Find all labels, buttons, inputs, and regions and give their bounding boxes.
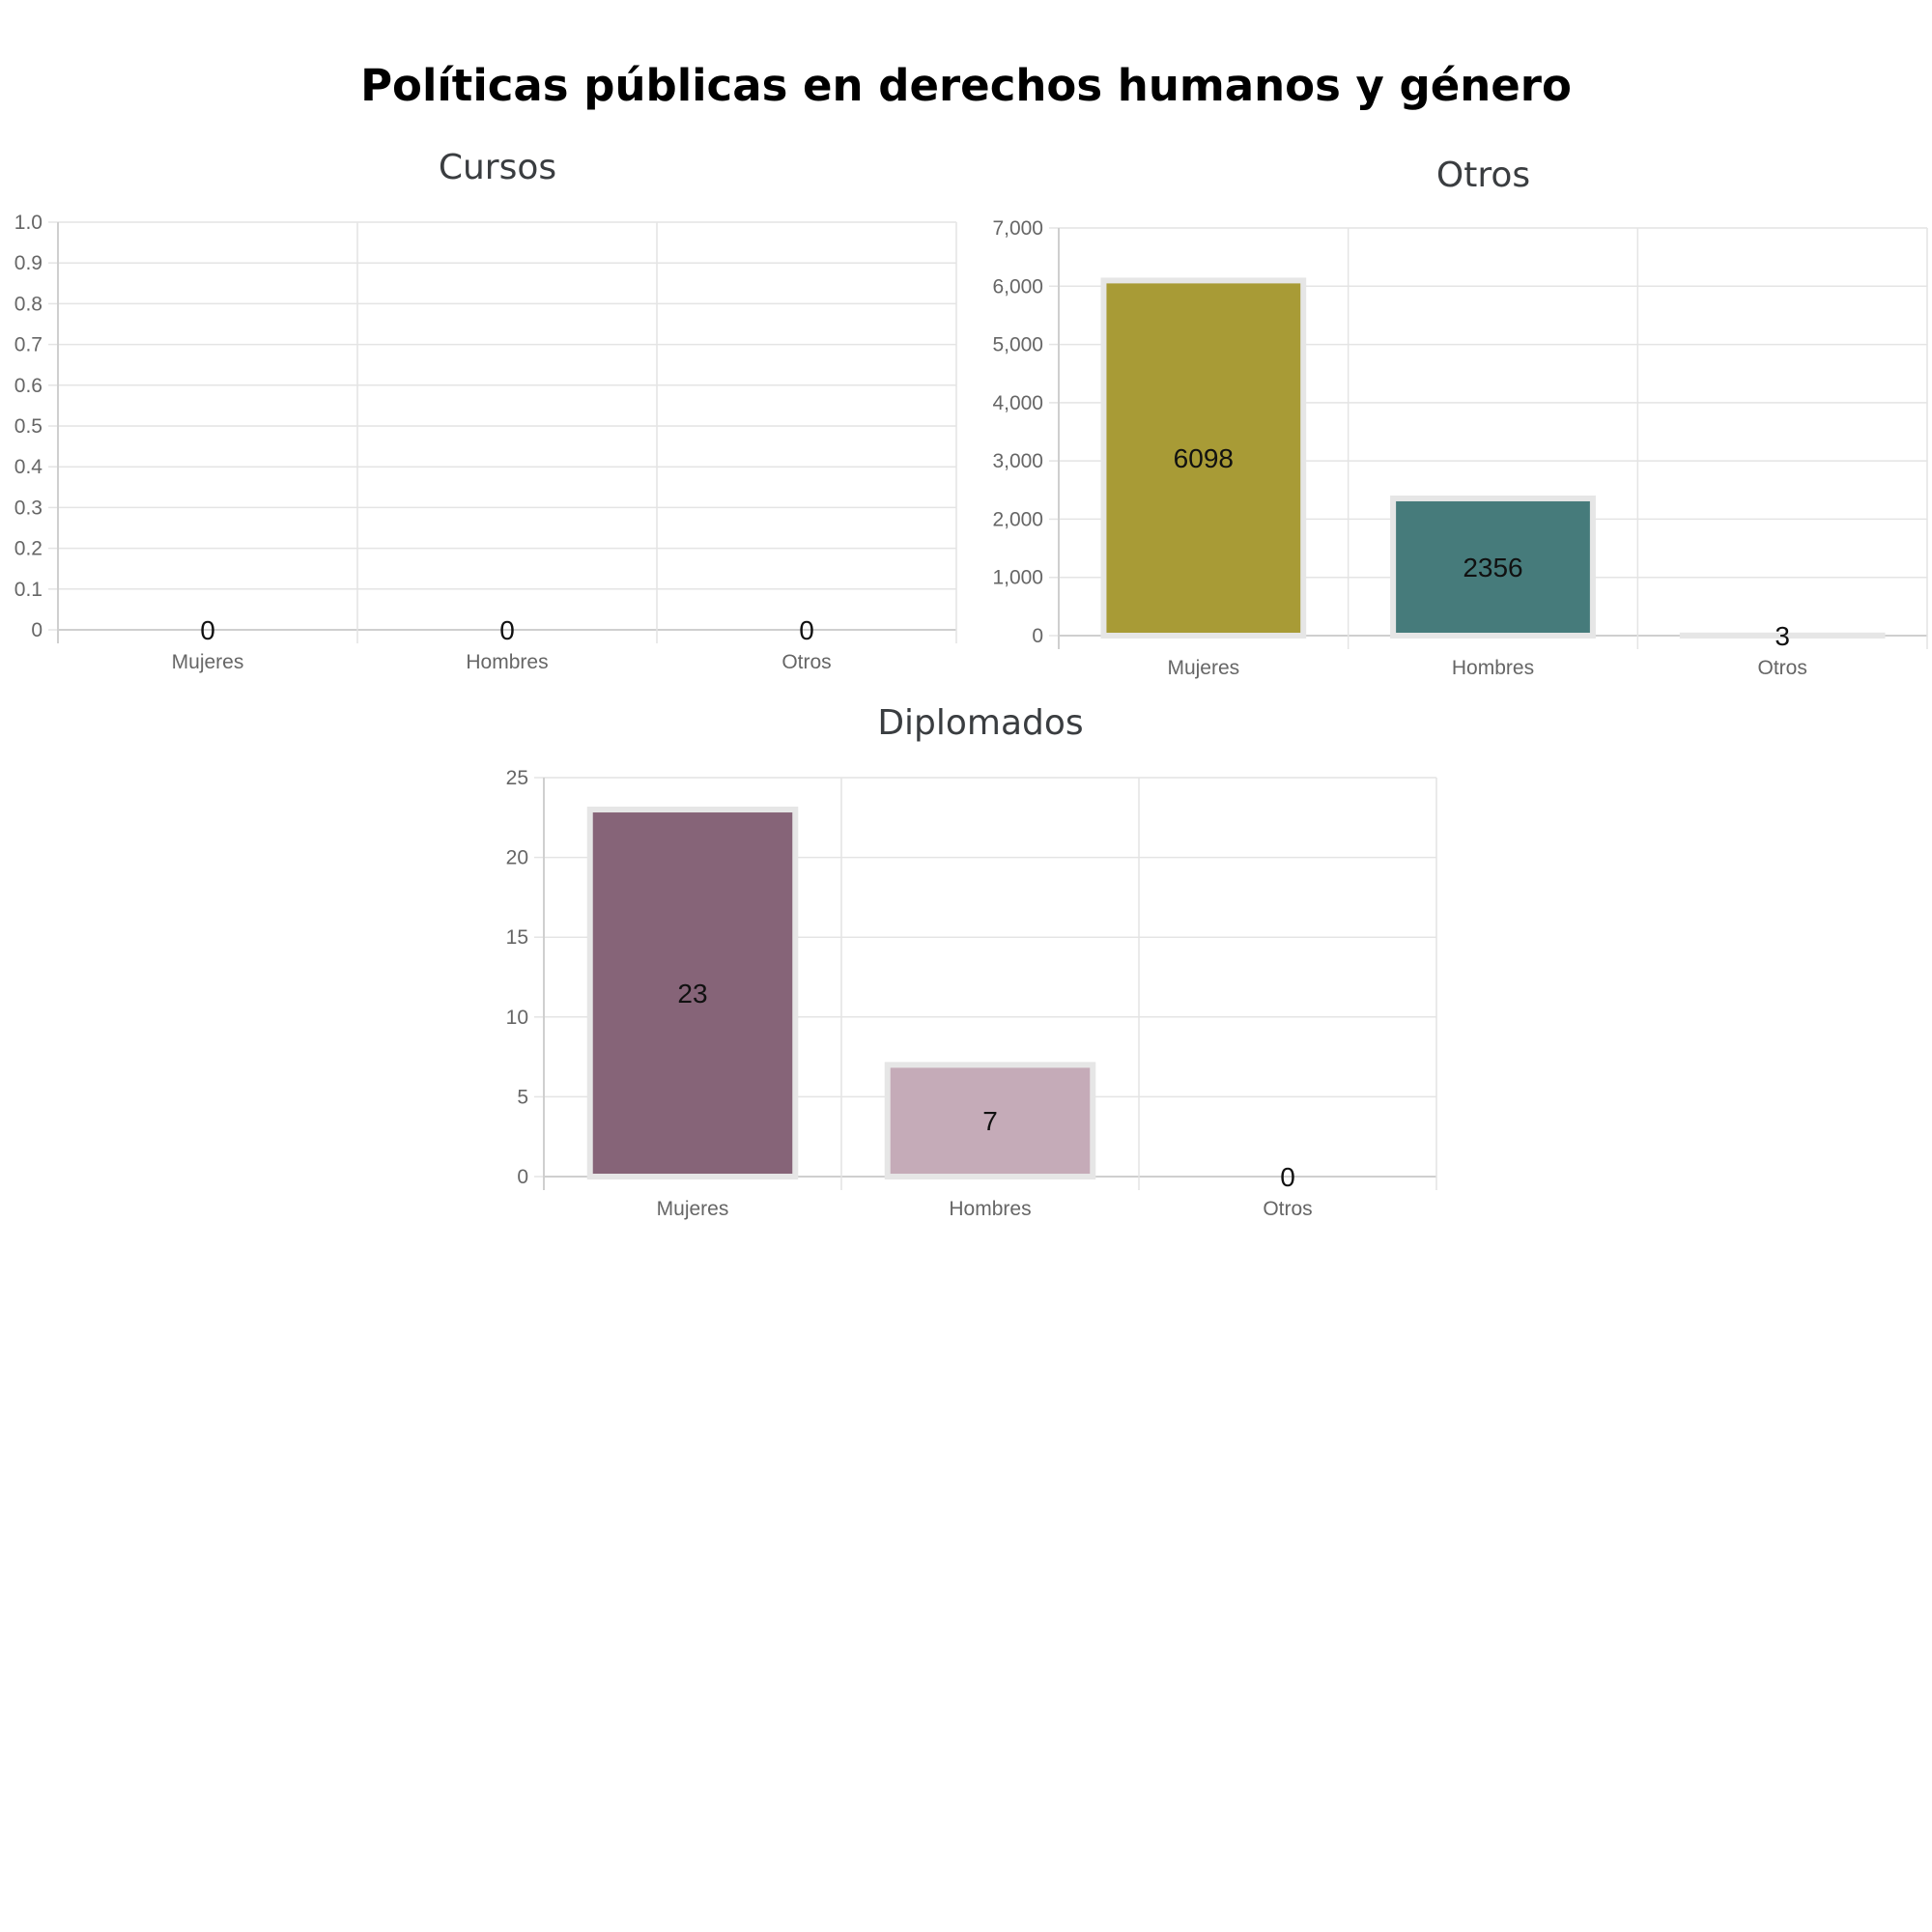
y-tick-label: 0	[517, 1166, 528, 1188]
y-tick-label: 4,000	[992, 392, 1043, 414]
y-tick-label: 2,000	[992, 508, 1043, 530]
page-title: Políticas públicas en derechos humanos y…	[360, 60, 1572, 111]
y-tick-label: 0.1	[14, 579, 43, 601]
y-tick-label: 0.7	[14, 334, 43, 356]
y-tick-label: 5,000	[992, 334, 1043, 356]
chart-title: Diplomados	[877, 703, 1083, 743]
chart-otros: Otros 0 1,000 2,000 3,000 4,000 5,000 6,000 7,00…	[966, 153, 1932, 694]
y-tick-label: 0	[31, 619, 43, 641]
x-tick-label: Otros	[1757, 657, 1806, 679]
y-tick-label: 0.3	[14, 497, 43, 519]
y-tick-label: 0.9	[14, 252, 43, 274]
chart-cursos: Cursos 0 0.1 0.2 0.3 0.4 0.5 0.6 0.7 0.8 0.9 1.0 0 Mu…	[0, 145, 966, 686]
x-tick-label: Otros	[781, 651, 831, 673]
x-tick-label: Mujeres	[172, 651, 244, 673]
data-label: 6098	[1174, 443, 1234, 473]
data-label: 7	[982, 1106, 998, 1136]
y-tick-label: 0.8	[14, 293, 43, 315]
y-tick-label: 1,000	[992, 567, 1043, 589]
x-tick-label: Hombres	[466, 651, 548, 673]
y-tick-label: 7,000	[992, 217, 1043, 240]
x-tick-label: Hombres	[949, 1198, 1031, 1220]
chart-svg: Diplomados 0 5 10 15 20 25 23 Mujeres 7 Hombres 0 Ot…	[506, 703, 1437, 1220]
x-tick-label: Mujeres	[1167, 657, 1239, 679]
x-tick-label: Mujeres	[657, 1198, 729, 1220]
x-tick-label: Hombres	[1452, 657, 1534, 679]
y-tick-label: 0.4	[14, 456, 43, 478]
y-tick-label: 0.5	[14, 415, 43, 438]
data-label: 23	[677, 979, 707, 1009]
chart-svg: Cursos 0 0.1 0.2 0.3 0.4 0.5 0.6 0.7 0.8 0.9 1.0 0 Mu…	[14, 148, 957, 673]
data-label: 0	[799, 615, 814, 645]
chart-title: Cursos	[439, 148, 556, 187]
chart-title: Otros	[1436, 156, 1530, 195]
y-tick-label: 1.0	[14, 212, 43, 234]
data-label: 0	[200, 615, 215, 645]
y-tick-label: 6,000	[992, 275, 1043, 298]
y-tick-label: 20	[506, 847, 528, 869]
y-tick-label: 0	[1032, 625, 1043, 647]
bar	[1100, 277, 1307, 639]
bar	[884, 1062, 1096, 1179]
y-tick-label: 0.2	[14, 538, 43, 560]
y-tick-label: 25	[506, 767, 528, 789]
bar	[1390, 495, 1596, 639]
chart-svg: Otros 0 1,000 2,000 3,000 4,000 5,000 6,000 7,00…	[992, 156, 1928, 679]
y-tick-label: 15	[506, 926, 528, 949]
data-label: 0	[1280, 1162, 1295, 1192]
chart-diplomados: Diplomados 0 5 10 15 20 25 23 Mujeres 7 Hombres 0 Ot…	[483, 700, 1449, 1241]
y-tick-label: 0.6	[14, 375, 43, 397]
y-tick-label: 3,000	[992, 450, 1043, 472]
y-tick-label: 10	[506, 1007, 528, 1029]
data-label: 0	[499, 615, 515, 645]
data-label: 3	[1775, 621, 1790, 651]
data-label: 2356	[1463, 553, 1522, 582]
y-tick-label: 5	[517, 1086, 528, 1108]
bar	[586, 807, 799, 1179]
x-tick-label: Otros	[1263, 1198, 1312, 1220]
